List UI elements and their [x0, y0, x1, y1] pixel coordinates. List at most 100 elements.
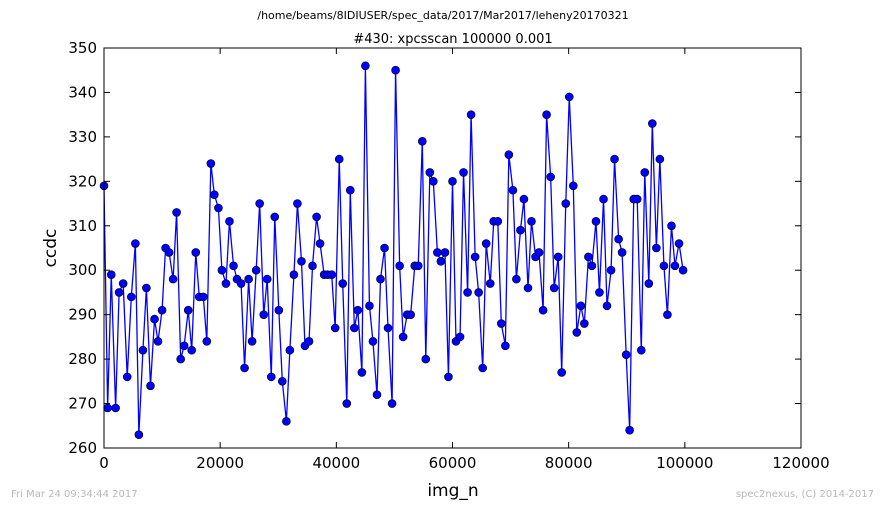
data-point — [576, 301, 586, 311]
data-point — [648, 119, 657, 128]
data-point — [538, 305, 548, 315]
data-point — [338, 279, 348, 288]
data-point — [350, 323, 359, 333]
data-point — [293, 199, 302, 208]
data-point — [636, 345, 646, 355]
data-point — [282, 417, 291, 426]
y-tick-label: 330 — [68, 128, 97, 146]
data-point — [512, 274, 521, 284]
chart-title: #430: xpcsscan 100000 0.001 — [353, 32, 552, 47]
data-point — [134, 430, 144, 439]
data-point — [425, 168, 435, 177]
data-point — [678, 265, 688, 275]
data-point — [334, 154, 344, 164]
data-point — [304, 337, 314, 346]
data-point — [523, 283, 533, 293]
data-point — [584, 252, 593, 262]
y-tick-label: 310 — [68, 217, 97, 235]
data-point — [564, 92, 574, 102]
y-tick-label: 260 — [68, 439, 97, 457]
data-point — [315, 239, 325, 248]
y-axis-label: ccdc — [41, 229, 61, 268]
data-point — [433, 248, 442, 257]
data-point — [327, 270, 336, 279]
data-point — [580, 319, 589, 328]
data-point — [236, 279, 246, 288]
data-point — [546, 172, 555, 182]
data-point — [395, 261, 404, 271]
data-point — [569, 181, 578, 191]
suptitle: /home/beams/8IDIUSER/spec_data/2017/Mar2… — [257, 9, 628, 22]
series-layer — [99, 61, 688, 439]
data-point — [168, 274, 178, 284]
data-point — [553, 252, 563, 262]
data-point — [278, 377, 287, 386]
data-point — [240, 363, 249, 373]
x-tick-label: 120000 — [772, 454, 829, 472]
data-point — [625, 425, 634, 435]
data-point — [368, 337, 378, 346]
data-point — [157, 305, 167, 315]
x-tick-label: 0 — [99, 454, 109, 472]
data-point — [285, 345, 295, 355]
data-point — [247, 337, 257, 346]
series-line — [103, 65, 684, 435]
data-point — [312, 212, 321, 222]
data-point — [138, 345, 148, 355]
tick-layer: 0 20000 40000 60000 80000 100000 120000 260 270 2… — [68, 39, 829, 472]
data-point — [659, 261, 669, 271]
data-point — [289, 270, 299, 279]
data-point — [534, 248, 544, 257]
data-point — [345, 185, 355, 195]
data-point — [365, 301, 374, 311]
data-point — [421, 354, 431, 364]
data-point — [542, 110, 551, 119]
data-point — [501, 341, 510, 351]
data-point — [131, 239, 140, 248]
data-point — [436, 257, 446, 266]
data-point — [210, 190, 219, 199]
x-tick-label: 40000 — [312, 454, 360, 472]
x-tick-label: 80000 — [545, 454, 593, 472]
data-point — [255, 199, 264, 208]
data-point — [496, 319, 506, 328]
data-point — [527, 217, 536, 226]
data-point — [417, 137, 427, 146]
data-point — [330, 323, 340, 333]
data-point — [176, 354, 185, 364]
data-point — [387, 399, 397, 408]
data-point — [191, 248, 201, 257]
x-tick-label: 100000 — [656, 454, 713, 472]
data-point — [380, 243, 389, 253]
data-point — [587, 261, 597, 271]
y-tick-label: 290 — [68, 306, 97, 324]
data-point — [372, 390, 382, 399]
data-point — [557, 368, 567, 377]
data-point — [262, 274, 272, 284]
data-point — [142, 283, 151, 293]
footer-credit: spec2nexus, (C) 2014-2017 — [735, 489, 874, 500]
data-point — [493, 217, 503, 226]
data-point — [103, 403, 112, 413]
data-point — [448, 177, 457, 186]
data-point — [572, 328, 582, 337]
data-point — [463, 288, 472, 297]
data-point — [187, 345, 197, 355]
data-point — [459, 168, 468, 177]
y-tick-label: 320 — [68, 172, 97, 190]
data-point — [118, 279, 128, 288]
data-point — [391, 65, 400, 75]
data-point — [229, 261, 238, 271]
y-tick-label: 340 — [68, 83, 97, 101]
data-point — [114, 288, 124, 297]
data-point — [383, 323, 393, 333]
data-point — [632, 194, 642, 204]
data-point — [266, 372, 276, 382]
data-point — [444, 372, 453, 382]
data-point — [153, 337, 163, 346]
data-point — [644, 279, 654, 288]
x-axis-label: img_n — [427, 481, 478, 501]
data-point — [361, 61, 370, 71]
data-point — [202, 337, 212, 346]
